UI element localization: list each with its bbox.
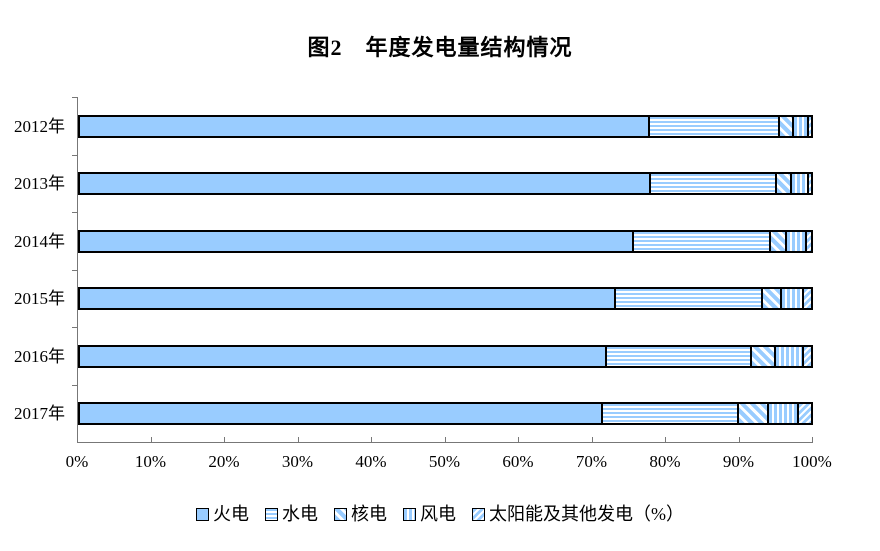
bar-row [78,327,813,385]
bar-row [78,270,813,328]
bar-segment-太阳能及其他发电（%） [798,404,811,423]
x-axis-tick-label: 70% [575,452,608,471]
bar-segment-水电 [650,174,778,193]
bar-segment-火电 [80,116,651,136]
legend-item-风电: 风电 [403,504,456,524]
x-axis-tick [591,437,593,442]
stacked-bar-2013年 [78,172,813,195]
bar-row [78,385,813,443]
y-axis-tick [72,97,77,98]
legend-swatch-icon [265,507,278,521]
chart-legend: 火电 水电 核电 风电 太阳能及其他发电（%） [0,504,880,524]
bar-segment-太阳能及其他发电（%） [803,346,811,366]
category-label: 2013年 [14,174,65,194]
x-axis-tick-label: 0% [65,452,89,471]
category-label: 2014年 [14,231,65,251]
stacked-bar-2014年 [78,229,813,253]
legend-swatch-icon [403,507,416,521]
x-axis-tick-label: 60% [502,452,534,471]
chart-title: 图2 年度发电量结构情况 [307,35,573,60]
bar-segment-核电 [751,346,776,366]
plot-area [77,97,813,443]
bar-segment-核电 [777,174,792,193]
category-label: 2017年 [14,404,65,424]
bar-segment-火电 [80,404,604,423]
bar-segment-太阳能及其他发电（%） [806,231,811,251]
x-axis-tick-label: 50% [428,452,461,471]
bar-row [78,97,813,155]
bar-segment-火电 [80,231,635,251]
x-axis-tick-label: 10% [134,452,167,471]
legend-label: 水电 [282,504,318,524]
bar-segment-风电 [791,174,809,193]
stacked-bar-2016年 [78,344,813,368]
legend-label: 核电 [351,504,387,524]
bar-segment-水电 [607,346,752,366]
bar-segment-核电 [762,289,782,308]
x-axis-tick [444,437,446,442]
bar-segment-风电 [794,116,809,136]
bar-segment-太阳能及其他发电（%） [808,174,811,193]
x-axis-tick-label: 90% [722,452,755,471]
bar-segment-太阳能及其他发电（%） [804,289,811,308]
bar-segment-核电 [770,231,787,251]
x-axis-tick-label: 100% [792,452,832,471]
legend-swatch-icon [472,507,485,521]
legend-item-水电: 水电 [265,504,318,524]
bar-segment-水电 [650,116,780,136]
bar-segment-核电 [738,404,769,423]
bar-segment-水电 [603,404,739,423]
x-axis-tick-label: 30% [281,452,314,471]
x-axis-tick [518,437,519,442]
legend-label: 风电 [420,504,456,524]
bar-segment-风电 [781,289,805,308]
bar-segment-核电 [779,116,795,136]
x-axis-tick-label: 40% [355,452,387,471]
y-axis-tick [72,154,77,156]
x-axis-tick [665,437,666,442]
legend-swatch-icon [196,507,209,521]
bar-segment-火电 [80,346,608,366]
bar-segment-风电 [775,346,804,366]
bar-row [78,155,813,213]
legend-item-核电: 核电 [334,504,387,524]
x-axis-tick-label: 20% [208,452,240,471]
x-axis-tick [371,437,372,442]
x-axis-tick [224,437,225,442]
x-axis-tick [738,437,740,442]
legend-label: 太阳能及其他发电（%） [489,504,684,524]
bar-segment-火电 [80,289,616,308]
category-label: 2016年 [14,346,65,366]
bar-segment-太阳能及其他发电（%） [808,116,811,136]
legend-item-太阳能及其他发电（%）: 太阳能及其他发电（%） [472,504,684,524]
bar-segment-水电 [634,231,771,251]
stacked-bar-2015年 [78,287,813,310]
legend-swatch-icon [334,507,347,521]
bar-row [78,212,813,270]
x-axis-tick [812,437,813,442]
x-axis-tick-label: 80% [649,452,681,471]
x-axis-tick [297,437,299,442]
x-axis-tick [77,437,78,442]
bar-segment-火电 [80,174,651,193]
legend-label: 火电 [213,504,249,524]
category-label: 2015年 [14,289,65,309]
y-axis-tick [72,269,77,271]
stacked-bar-2017年 [78,402,813,425]
legend-item-火电: 火电 [196,504,249,524]
category-label: 2012年 [14,116,65,136]
stacked-bar-2012年 [78,114,813,138]
bar-segment-风电 [786,231,807,251]
bar-segment-水电 [615,289,763,308]
y-axis-tick [72,327,77,328]
bar-segment-风电 [768,404,799,423]
y-axis-tick [72,212,77,213]
y-axis-tick [72,384,77,386]
x-axis-tick [150,437,152,442]
